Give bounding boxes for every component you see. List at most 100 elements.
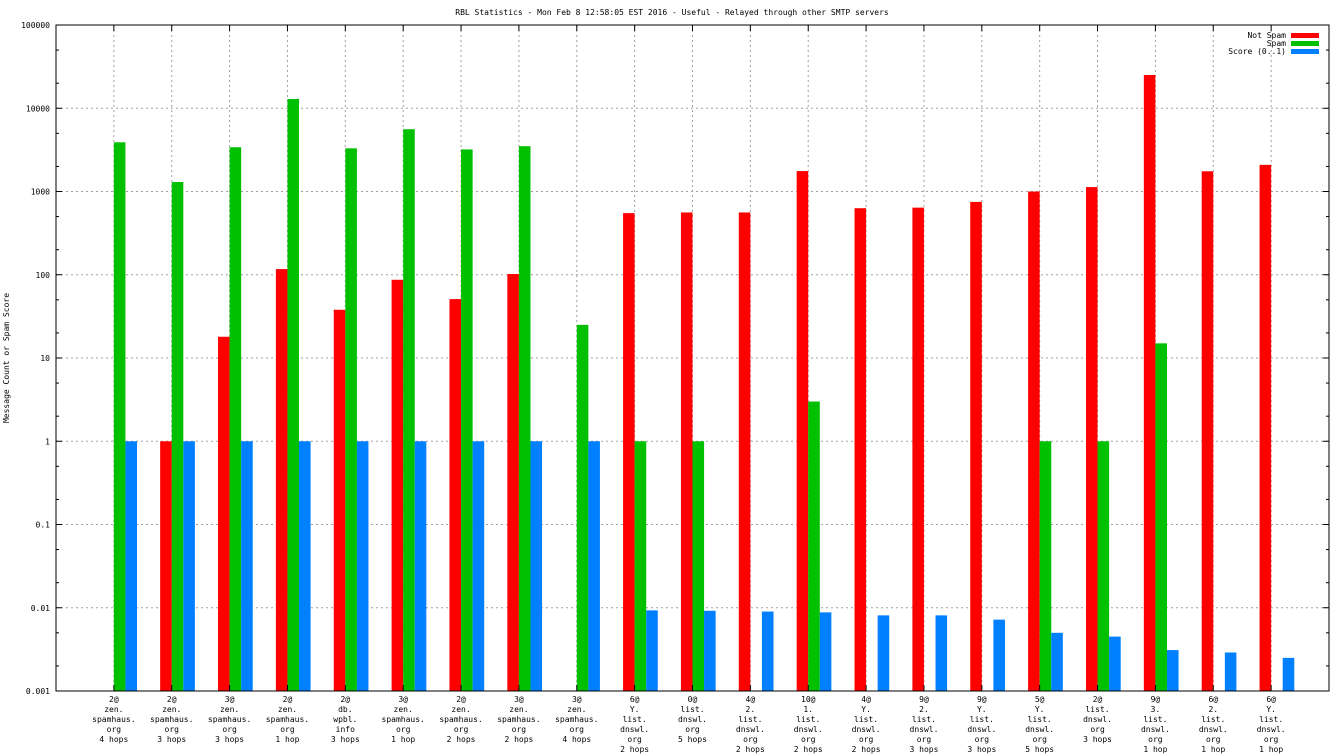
bar-score — [356, 441, 369, 691]
bar-spam — [576, 324, 589, 691]
x-tick-label-line: spamhaus. — [150, 715, 193, 724]
bar-spam — [692, 441, 705, 691]
chart-title: RBL Statistics - Mon Feb 8 12:58:05 EST … — [455, 8, 889, 17]
bar-spam — [461, 149, 473, 691]
x-tick-label-line: list. — [1259, 715, 1283, 724]
x-tick-label-line: 4 hops — [562, 735, 591, 744]
x-tick-label-line: 3 hops — [157, 735, 186, 744]
x-tick-label-line: org — [165, 725, 180, 734]
x-tick-label-line: zen. — [278, 705, 297, 714]
x-tick-label-line: 4 hops — [99, 735, 128, 744]
bar-score — [877, 615, 890, 691]
bar-score — [761, 611, 774, 691]
x-tick-label-line: db. — [338, 705, 352, 714]
y-tick-label: 100000 — [21, 21, 50, 30]
bar-spam — [808, 401, 820, 691]
x-tick-label: 9@ 3. list. dnswl. org 1 hop — [1141, 695, 1170, 754]
bar-score — [704, 610, 716, 691]
y-tick-label: 0.001 — [26, 687, 50, 696]
x-tick-label-line: dnswl. — [736, 725, 765, 734]
x-tick-label-line: Y. — [630, 705, 640, 714]
x-tick-label-line: org — [1148, 735, 1163, 744]
x-tick-label: 3@ zen. spamhaus. org 3 hops — [208, 695, 251, 744]
bar-not-spam — [218, 336, 230, 691]
x-tick-label-line: 5 hops — [1025, 745, 1054, 754]
x-tick-label-line: Y. — [861, 705, 871, 714]
x-tick-label-line: wpbl. — [333, 715, 357, 724]
bar-not-spam — [680, 212, 693, 691]
x-tick-label-line: org — [1206, 735, 1221, 744]
x-tick-label-line: org — [396, 725, 411, 734]
y-axis-label: Message Count or Spam Score — [2, 293, 11, 423]
x-tick-label-line: 2 hops — [620, 745, 649, 754]
bar-not-spam — [1028, 191, 1040, 691]
x-tick-label-line: dnswl. — [1083, 715, 1112, 724]
x-tick-label-line: org — [222, 725, 237, 734]
x-tick-label-line: list. — [623, 715, 647, 724]
x-tick-label-line: 3. — [1151, 705, 1161, 714]
bar-not-spam — [1143, 74, 1156, 691]
x-tick-label-line: 2@ — [167, 695, 177, 704]
x-tick-label-line: 3@ — [225, 695, 235, 704]
y-tick-label: 10000 — [26, 104, 50, 113]
x-tick-label-line: dnswl. — [1141, 725, 1170, 734]
x-tick-label-line: spamhaus. — [439, 715, 482, 724]
x-tick-label-line: list. — [970, 715, 994, 724]
bar-not-spam — [449, 299, 462, 691]
y-tick-label: 1000 — [31, 188, 50, 197]
bar-not-spam — [796, 171, 809, 692]
x-tick-label-line: spamhaus. — [497, 715, 540, 724]
bar-spam — [1155, 343, 1167, 691]
x-tick-label: 2@ list. dnswl. org 3 hops — [1083, 695, 1112, 744]
y-tick-label: 1 — [45, 437, 50, 446]
bar-not-spam — [1201, 171, 1214, 691]
x-tick-label-line: spamhaus. — [266, 715, 309, 724]
x-tick-label: 9@ Y. list. dnswl. org 3 hops — [967, 695, 996, 754]
x-tick-label-line: 3 hops — [215, 735, 244, 744]
x-tick-label-line: 3 hops — [967, 745, 996, 754]
bar-spam — [229, 147, 242, 691]
x-tick-label-line: 1. — [803, 705, 813, 714]
x-tick-label: 5@ Y. list. dnswl. org 5 hops — [1025, 695, 1054, 754]
x-tick-label-line: org — [685, 725, 700, 734]
x-tick-label-line: list. — [738, 715, 762, 724]
bar-spam — [345, 148, 357, 691]
x-tick-label-line: info — [336, 725, 355, 734]
x-tick-label-line: 3@ — [572, 695, 582, 704]
x-tick-label: 0@ list. dnswl. org 5 hops — [678, 695, 707, 744]
bar-not-spam — [507, 274, 519, 691]
bar-spam — [634, 441, 647, 691]
x-tick-label: 3@ zen. spamhaus. org 1 hop — [382, 695, 425, 744]
x-tick-label-line: zen. — [162, 705, 181, 714]
x-tick-label-line: org — [917, 735, 932, 744]
x-tick-label-line: zen. — [567, 705, 586, 714]
bar-not-spam — [160, 441, 172, 691]
bars — [113, 74, 1295, 692]
bar-spam — [1097, 441, 1110, 691]
x-tick-label-line: list. — [1201, 715, 1225, 724]
x-tick-label-line: org — [280, 725, 295, 734]
x-tick-label-line: org — [743, 735, 758, 744]
bar-not-spam — [738, 212, 751, 691]
bar-not-spam — [1085, 187, 1098, 691]
bar-spam — [1039, 441, 1052, 691]
x-tick-label-line: 2 hops — [736, 745, 765, 754]
x-tick-label-line: 3 hops — [331, 735, 360, 744]
x-tick-label-line: spamhaus. — [555, 715, 598, 724]
x-tick-label-line: spamhaus. — [92, 715, 135, 724]
x-tick-label-line: 9@ — [977, 695, 987, 704]
x-tick-label-line: 1 hop — [1259, 745, 1283, 754]
x-tick-label-line: dnswl. — [967, 725, 996, 734]
x-tick-label-line: Y. — [977, 705, 987, 714]
x-tick-label-line: 4@ — [746, 695, 756, 704]
x-tick-label: 2@ zen. spamhaus. org 1 hop — [266, 695, 309, 744]
x-tick-label-line: 3 hops — [1083, 735, 1112, 744]
x-tick-label-line: org — [570, 725, 585, 734]
x-tick-label-line: 2@ — [1093, 695, 1103, 704]
x-tick-label-line: 5 hops — [678, 735, 707, 744]
x-tick-label: 6@ Y. list. dnswl. org 2 hops — [620, 695, 649, 754]
x-tick-label-line: 6@ — [1208, 695, 1218, 704]
x-tick-label-line: 2@ — [283, 695, 293, 704]
x-tick-label-line: list. — [1085, 705, 1109, 714]
